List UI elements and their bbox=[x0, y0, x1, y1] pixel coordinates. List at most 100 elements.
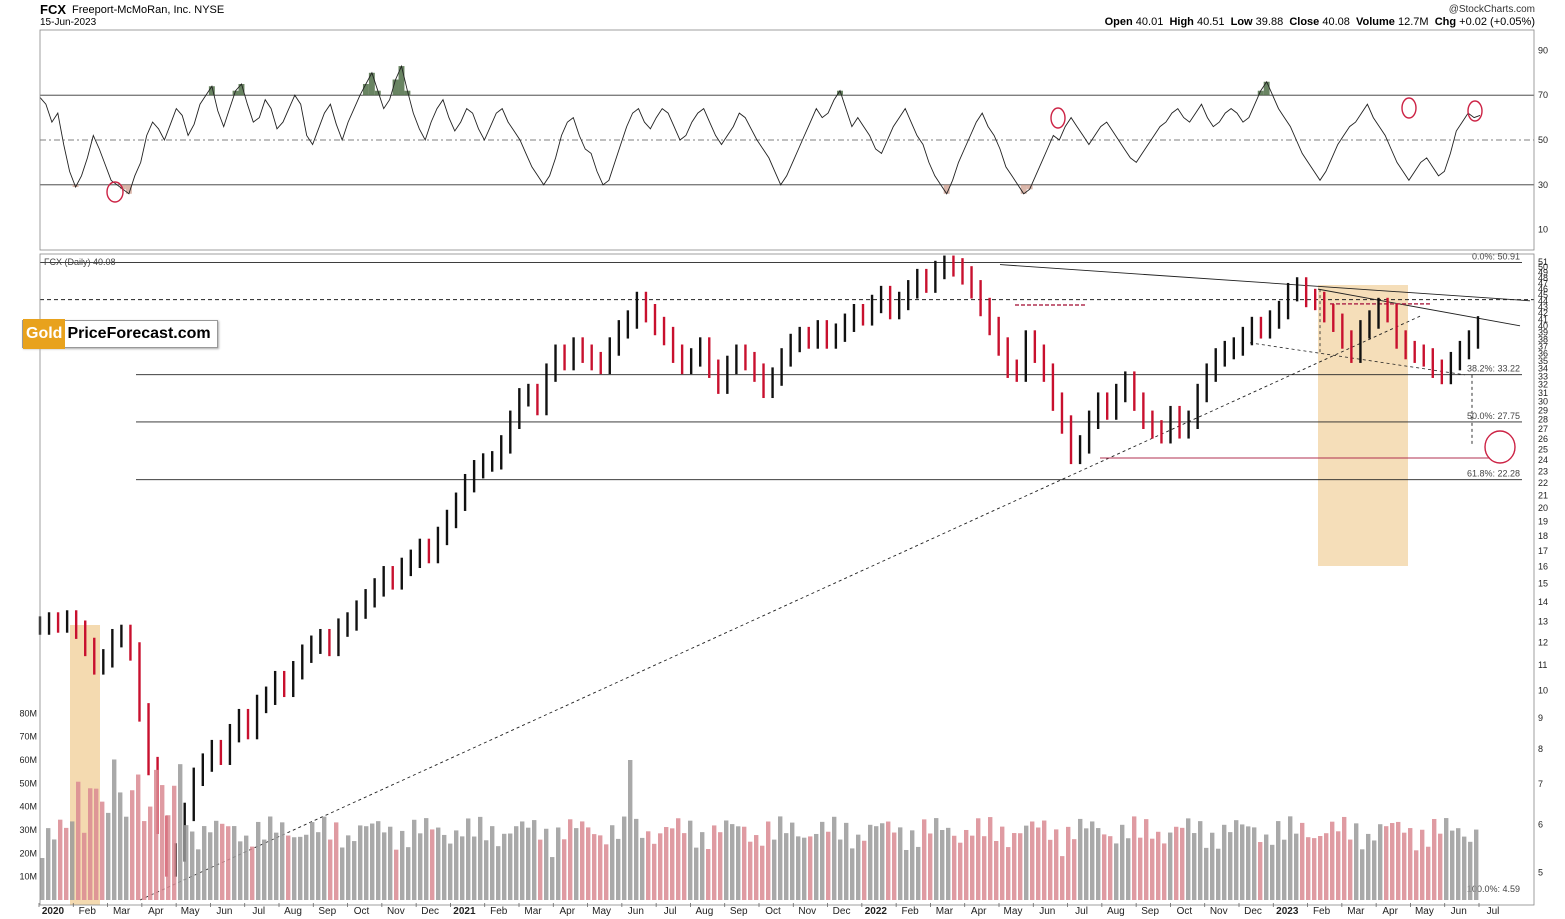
volume-bar bbox=[1114, 843, 1119, 900]
volume-bar bbox=[460, 836, 465, 900]
rsi-overbought-fill bbox=[238, 84, 245, 96]
price-tick-label: 41 bbox=[1538, 314, 1548, 324]
volume-bar bbox=[664, 827, 669, 900]
price-tick-label: 40 bbox=[1538, 321, 1548, 331]
volume-bar bbox=[1246, 826, 1251, 900]
volume-bar bbox=[1234, 820, 1239, 900]
volume-bar bbox=[1288, 816, 1293, 900]
volume-bar bbox=[568, 819, 573, 900]
x-tick-label: May bbox=[1415, 906, 1434, 917]
fib-level-label: 100.0%: 4.59 bbox=[1467, 884, 1520, 894]
rsi-oversold-fill bbox=[943, 184, 950, 194]
volume-bar bbox=[1090, 821, 1095, 900]
volume-bar bbox=[1390, 823, 1395, 900]
volume-bar bbox=[1060, 856, 1065, 900]
high-value: 40.51 bbox=[1196, 16, 1225, 28]
volume-bar bbox=[778, 816, 783, 900]
volume-bar bbox=[898, 827, 903, 900]
rsi-overbought-fill bbox=[208, 86, 215, 96]
axes: 9070503010515049484746454443424140393837… bbox=[19, 29, 1548, 917]
volume-bar bbox=[394, 849, 399, 900]
channel-lower-line bbox=[1249, 342, 1466, 376]
highlight-band-2023 bbox=[1318, 285, 1408, 566]
price-tick-label: 39 bbox=[1538, 328, 1548, 338]
volume-bar bbox=[238, 841, 243, 900]
fib-level-label: 61.8%: 22.28 bbox=[1467, 469, 1520, 479]
volume-bar bbox=[304, 834, 309, 900]
x-tick-label: Mar bbox=[524, 906, 542, 917]
price-tick-label: 34 bbox=[1538, 364, 1548, 374]
x-tick-label: Sep bbox=[318, 906, 336, 917]
volume-bar bbox=[538, 839, 543, 900]
volume-bar bbox=[760, 845, 765, 900]
price-tick-label: 45 bbox=[1538, 290, 1548, 300]
rsi-overbought-fill bbox=[368, 72, 375, 96]
volume-bar bbox=[808, 836, 813, 900]
rsi-tick-label: 10 bbox=[1538, 225, 1548, 235]
volume-bar bbox=[1084, 828, 1089, 900]
volume-bar bbox=[730, 824, 735, 900]
volume-bar bbox=[178, 764, 183, 900]
price-tick-label: 19 bbox=[1538, 517, 1548, 527]
rsi-circle-marker bbox=[106, 181, 124, 203]
volume-bar bbox=[1258, 842, 1263, 900]
volume-bar bbox=[526, 827, 531, 900]
volume-bar bbox=[1342, 816, 1347, 900]
volume-bar bbox=[520, 821, 525, 900]
rsi-line bbox=[39, 64, 1481, 195]
volume-bar bbox=[1474, 829, 1479, 900]
volume-bar bbox=[502, 833, 507, 900]
volume-bar bbox=[406, 847, 411, 900]
volume-bar bbox=[376, 821, 381, 900]
volume-bar bbox=[82, 832, 87, 900]
ohlc-readout: Open 40.01 High 40.51 Low 39.88 Close 40… bbox=[1105, 16, 1535, 28]
volume-bar bbox=[496, 846, 501, 900]
volume-bar bbox=[1312, 838, 1317, 900]
volume-bar bbox=[754, 835, 759, 900]
volume-bar bbox=[544, 828, 549, 900]
x-tick-label: Aug bbox=[696, 906, 714, 917]
volume-bar bbox=[1156, 831, 1161, 900]
volume-bar bbox=[46, 828, 51, 900]
price-frame bbox=[39, 253, 1535, 906]
volume-bar bbox=[244, 835, 249, 900]
price-tick-label: 20 bbox=[1538, 503, 1548, 513]
fib-level-label: 0.0%: 50.91 bbox=[1472, 251, 1520, 261]
x-tick-label: Apr bbox=[971, 906, 987, 917]
price-tick-label: 33 bbox=[1538, 371, 1548, 381]
x-tick-label: Jul bbox=[252, 906, 265, 917]
volume-bar bbox=[946, 827, 951, 900]
price-tick-label: 31 bbox=[1538, 388, 1548, 398]
volume-bar bbox=[940, 830, 945, 900]
volume-bar bbox=[154, 769, 159, 900]
company-name: Freeport-McMoRan, Inc. NYSE bbox=[72, 4, 225, 16]
volume-bar bbox=[838, 839, 843, 900]
rsi-overbought-fill bbox=[837, 90, 843, 96]
x-tick-label: Nov bbox=[387, 906, 405, 917]
x-tick-label: Dec bbox=[1244, 906, 1262, 917]
x-tick-label: Apr bbox=[560, 906, 576, 917]
x-tick-label: May bbox=[1004, 906, 1023, 917]
target-circle-marker bbox=[1484, 430, 1516, 464]
volume-bar bbox=[100, 801, 105, 900]
volume-bar bbox=[1222, 824, 1227, 900]
x-tick-label: Aug bbox=[1107, 906, 1125, 917]
volume-bar bbox=[1000, 826, 1005, 900]
volume-bar bbox=[736, 826, 741, 900]
volume-tick-label: 10M bbox=[19, 872, 37, 882]
volume-tick-label: 80M bbox=[19, 708, 37, 718]
volume-bar bbox=[1150, 838, 1155, 900]
volume-bar bbox=[1324, 833, 1329, 900]
price-tick-label: 35 bbox=[1538, 356, 1548, 366]
rsi-oversold-fill bbox=[125, 184, 132, 194]
low-label: Low bbox=[1230, 16, 1253, 28]
x-tick-label: Nov bbox=[798, 906, 816, 917]
volume-bar bbox=[166, 815, 171, 900]
volume-bar bbox=[94, 788, 99, 900]
volume-bar bbox=[580, 821, 585, 900]
volume-bar bbox=[286, 835, 291, 900]
price-tick-label: 50 bbox=[1538, 262, 1548, 272]
rsi-overbought-fill bbox=[1257, 90, 1264, 96]
volume-bar bbox=[160, 785, 165, 900]
